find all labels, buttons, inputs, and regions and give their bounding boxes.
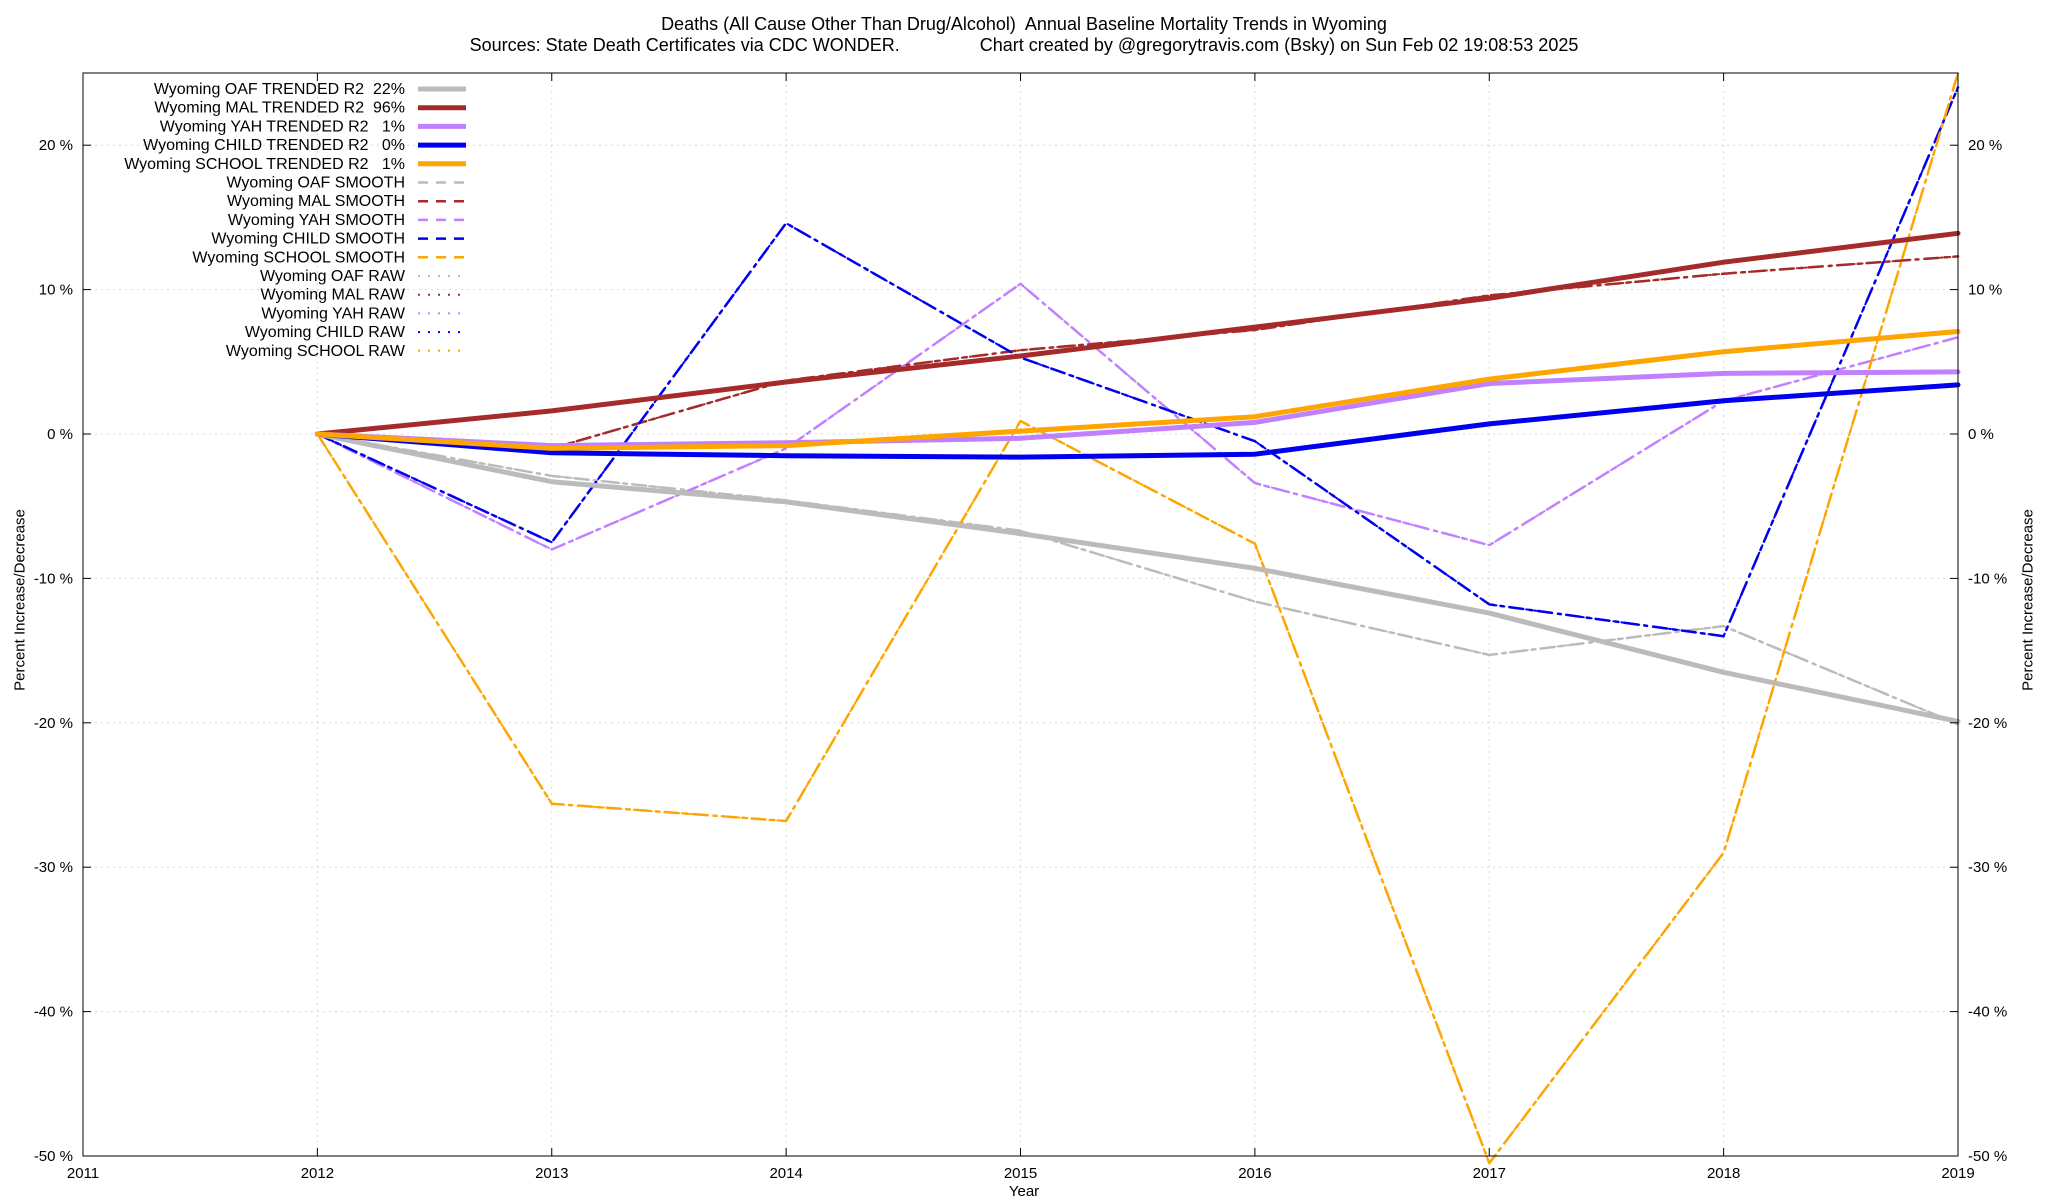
series-line-wyoming-oaf-trended-r2-22 (314, 431, 1961, 724)
series-line-wyoming-yah-trended-r2-1 (314, 369, 1961, 449)
y-tick-label-left: 20 % (39, 137, 73, 154)
legend-entry-wyoming-school-raw: Wyoming SCHOOL RAW (226, 343, 406, 360)
series-line-wyoming-child-trended-r2-0 (314, 382, 1961, 460)
y-tick-label-right: 10 % (1968, 282, 2002, 299)
series-line-wyoming-school-raw (316, 72, 1959, 1165)
series-line-wyoming-oaf-raw (316, 433, 1959, 726)
y-tick-label-left: -40 % (34, 1004, 73, 1021)
y-tick-label-right: -20 % (1968, 715, 2007, 732)
legend-entry-wyoming-mal-raw: Wyoming MAL RAW (261, 287, 406, 304)
y-axis-label-left: Percent Increase/Decrease (11, 509, 29, 691)
x-tick-label: 2011 (67, 1165, 99, 1182)
x-tick-label: 2014 (769, 1165, 802, 1182)
chart-title: Deaths (All Cause Other Than Drug/Alcoho… (661, 14, 1387, 34)
series-line-wyoming-yah-raw (316, 282, 1959, 551)
legend: Wyoming OAF TRENDED R2 22% Wyoming MAL TR… (124, 81, 466, 360)
y-tick-label-right: -10 % (1968, 570, 2007, 587)
y-tick-label-right: -50 % (1968, 1148, 2007, 1165)
y-tick-label-left: -30 % (34, 859, 73, 876)
x-tick-label: 2019 (1941, 1165, 1974, 1182)
chart-subtitle: Sources: State Death Certificates via CD… (469, 35, 1579, 55)
legend-entry-wyoming-oaf-smooth: Wyoming OAF SMOOTH (226, 175, 405, 192)
legend-entry-wyoming-mal-smooth: Wyoming MAL SMOOTH (227, 193, 405, 210)
series-line-wyoming-child-smooth (316, 86, 1960, 638)
series-lines (314, 71, 1961, 1165)
series-line-wyoming-mal-trended-r2-96 (314, 230, 1961, 437)
x-axis-label: Year (1008, 1183, 1040, 1200)
x-tick-label: 2013 (535, 1165, 568, 1182)
legend-entry-wyoming-oaf-trended-r2-22: Wyoming OAF TRENDED R2 22% (154, 81, 405, 98)
series-line-wyoming-child-raw (316, 86, 1959, 638)
y-axis-label-right: Percent Increase/Decrease (2019, 509, 2037, 691)
legend-entry-wyoming-mal-trended-r2-96: Wyoming MAL TRENDED R2 96% (154, 100, 405, 117)
legend-entry-wyoming-yah-smooth: Wyoming YAH SMOOTH (228, 212, 405, 229)
x-tick-label: 2015 (1004, 1165, 1037, 1182)
legend-entry-wyoming-school-trended-r2-1: Wyoming SCHOOL TRENDED R2 1% (124, 156, 405, 173)
y-tick-label-left: 10 % (39, 282, 73, 299)
axis-ticks: 2011 2012 2013 2014 2015 2016 2017 2018 2019 20 %… (34, 73, 2007, 1182)
legend-entry-wyoming-child-raw: Wyoming CHILD RAW (245, 324, 406, 341)
legend-entry-wyoming-yah-trended-r2-1: Wyoming YAH TRENDED R2 1% (160, 118, 405, 135)
legend-entry-wyoming-oaf-raw: Wyoming OAF RAW (260, 268, 406, 285)
legend-entry-wyoming-yah-raw: Wyoming YAH RAW (261, 305, 405, 322)
x-tick-label: 2012 (301, 1165, 334, 1182)
grid-lines (83, 73, 1958, 1156)
y-tick-label-left: -50 % (34, 1148, 73, 1165)
y-tick-label-right: 0 % (1968, 426, 1994, 443)
y-tick-label-right: 20 % (1968, 137, 2002, 154)
legend-entry-wyoming-child-smooth: Wyoming CHILD SMOOTH (211, 231, 405, 248)
y-tick-label-left: 0 % (47, 426, 73, 443)
x-tick-label: 2018 (1707, 1165, 1740, 1182)
series-line-wyoming-school-smooth (316, 71, 1960, 1165)
x-tick-label: 2016 (1238, 1165, 1271, 1182)
series-line-wyoming-yah-smooth (316, 282, 1960, 551)
legend-entry-wyoming-school-smooth: Wyoming SCHOOL SMOOTH (192, 249, 405, 266)
y-tick-label-right: -40 % (1968, 1004, 2007, 1021)
series-line-wyoming-school-trended-r2-1 (314, 329, 1961, 451)
y-tick-label-right: -30 % (1968, 859, 2007, 876)
y-tick-label-left: -20 % (34, 715, 73, 732)
y-tick-label-left: -10 % (34, 570, 73, 587)
x-tick-label: 2017 (1473, 1165, 1506, 1182)
legend-entry-wyoming-child-trended-r2-0: Wyoming CHILD TRENDED R2 0% (143, 137, 405, 154)
